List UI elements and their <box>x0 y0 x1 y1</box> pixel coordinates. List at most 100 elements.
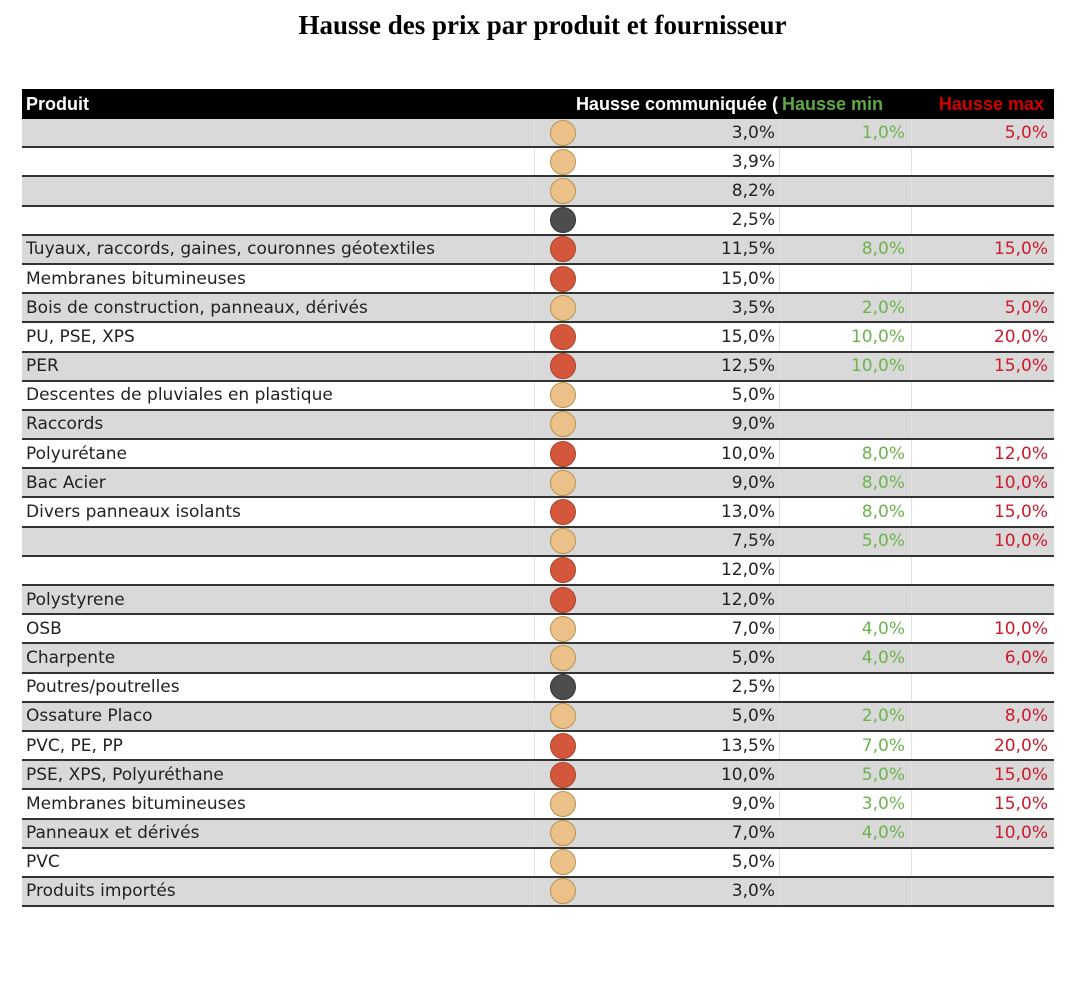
cell-hausse-communiquee[interactable]: 5,0% <box>600 381 780 409</box>
cell-hausse-communiquee[interactable]: 8,2% <box>600 177 780 205</box>
cell-hausse-communiquee[interactable]: 2,5% <box>600 673 780 701</box>
cell-hausse-min[interactable] <box>780 556 912 584</box>
cell-produit[interactable]: Polyurétane <box>26 443 127 464</box>
cell-produit[interactable]: Charpente <box>26 647 116 668</box>
cell-hausse-min[interactable]: 4,0% <box>780 819 912 847</box>
cell-hausse-max[interactable]: 15,0% <box>993 502 1048 523</box>
table-row[interactable]: Membranes bitumineuses 15,0% <box>22 264 1054 295</box>
cell-hausse-min[interactable] <box>780 264 912 293</box>
cell-hausse-min[interactable] <box>780 206 912 234</box>
table-row[interactable]: Divers panneaux isolants 13,0% 8,0% 15,0% <box>22 498 1054 528</box>
table-row[interactable]: Polystyrene 12,0% <box>22 586 1054 616</box>
cell-hausse-min[interactable]: 3,0% <box>780 790 912 818</box>
table-row[interactable]: 3,0% 1,0% 5,0% <box>22 119 1054 149</box>
table-row[interactable]: Ossature Placo 5,0% 2,0% 8,0% <box>22 702 1054 732</box>
table-row[interactable]: Membranes bitumineuses 9,0% 3,0% 15,0% <box>22 790 1054 820</box>
table-row[interactable]: Charpente 5,0% 4,0% 6,0% <box>22 644 1054 674</box>
cell-hausse-communiquee[interactable]: 3,9% <box>600 148 780 176</box>
table-row[interactable]: Descentes de pluviales en plastique 5,0% <box>22 381 1054 411</box>
cell-hausse-max[interactable] <box>912 674 1054 701</box>
cell-produit[interactable]: PVC, PE, PP <box>26 735 123 756</box>
cell-hausse-max[interactable]: 15,0% <box>993 356 1048 377</box>
cell-hausse-communiquee[interactable]: 11,5% <box>600 235 780 263</box>
cell-produit[interactable]: Divers panneaux isolants <box>26 502 241 523</box>
table-row[interactable]: 12,0% <box>22 556 1054 586</box>
cell-hausse-communiquee[interactable]: 10,0% <box>600 761 780 789</box>
cell-hausse-max[interactable]: 6,0% <box>1004 647 1048 668</box>
table-row[interactable]: Bois de construction, panneaux, dérivés 3… <box>22 294 1054 324</box>
cell-hausse-max[interactable] <box>912 849 1054 876</box>
cell-hausse-min[interactable] <box>780 410 912 439</box>
cell-hausse-min[interactable]: 10,0% <box>780 352 912 380</box>
cell-hausse-min[interactable]: 4,0% <box>780 615 912 643</box>
cell-hausse-min[interactable]: 5,0% <box>780 761 912 789</box>
table-row[interactable]: 3,9% <box>22 148 1054 178</box>
table-row[interactable]: PER 12,5% 10,0% 15,0% <box>22 352 1054 382</box>
cell-produit[interactable]: Membranes bitumineuses <box>26 268 246 289</box>
table-row[interactable]: 8,2% <box>22 177 1054 207</box>
cell-hausse-communiquee[interactable]: 13,0% <box>600 498 780 526</box>
cell-hausse-max[interactable]: 12,0% <box>993 443 1048 464</box>
cell-hausse-min[interactable]: 8,0% <box>780 235 912 263</box>
cell-hausse-max[interactable] <box>912 148 1054 175</box>
cell-produit[interactable]: PVC <box>26 852 60 873</box>
table-row[interactable]: OSB 7,0% 4,0% 10,0% <box>22 615 1054 645</box>
cell-hausse-max[interactable]: 10,0% <box>993 618 1048 639</box>
cell-hausse-min[interactable] <box>780 586 912 614</box>
cell-hausse-max[interactable]: 8,0% <box>1004 706 1048 727</box>
cell-hausse-communiquee[interactable]: 7,0% <box>600 615 780 643</box>
header-produit[interactable]: Produit <box>26 93 89 114</box>
cell-produit[interactable]: Bois de construction, panneaux, dérivés <box>26 297 368 318</box>
cell-hausse-communiquee[interactable]: 7,5% <box>600 527 780 555</box>
cell-hausse-communiquee[interactable]: 12,5% <box>600 352 780 380</box>
cell-produit[interactable]: Tuyaux, raccords, gaines, couronnes géot… <box>26 239 435 260</box>
cell-hausse-max[interactable] <box>912 586 1054 613</box>
cell-hausse-communiquee[interactable]: 12,0% <box>600 556 780 584</box>
cell-produit[interactable]: Polystyrene <box>26 589 125 610</box>
cell-hausse-max[interactable] <box>912 878 1054 905</box>
cell-hausse-max[interactable]: 20,0% <box>993 735 1048 756</box>
table-row[interactable]: Bac Acier 9,0% 8,0% 10,0% <box>22 469 1054 499</box>
cell-produit[interactable]: Raccords <box>26 414 104 435</box>
table-row[interactable]: PU, PSE, XPS 15,0% 10,0% 20,0% <box>22 323 1054 353</box>
cell-produit[interactable]: Ossature Placo <box>26 706 153 727</box>
cell-hausse-min[interactable] <box>780 848 912 876</box>
cell-hausse-communiquee[interactable]: 9,0% <box>600 410 780 439</box>
cell-hausse-min[interactable] <box>780 673 912 701</box>
cell-hausse-min[interactable]: 8,0% <box>780 469 912 497</box>
cell-hausse-min[interactable]: 8,0% <box>780 498 912 526</box>
table-row[interactable]: 2,5% <box>22 206 1054 236</box>
cell-hausse-min[interactable]: 10,0% <box>780 323 912 351</box>
cell-hausse-max[interactable]: 15,0% <box>993 239 1048 260</box>
cell-hausse-communiquee[interactable]: 2,5% <box>600 206 780 234</box>
cell-hausse-max[interactable]: 15,0% <box>993 793 1048 814</box>
cell-produit[interactable]: Descentes de pluviales en plastique <box>26 385 333 406</box>
cell-hausse-communiquee[interactable]: 3,5% <box>600 294 780 322</box>
cell-hausse-min[interactable]: 4,0% <box>780 644 912 672</box>
table-row[interactable]: PVC, PE, PP 13,5% 7,0% 20,0% <box>22 731 1054 762</box>
cell-hausse-communiquee[interactable]: 10,0% <box>600 440 780 468</box>
cell-hausse-max[interactable]: 10,0% <box>993 823 1048 844</box>
cell-hausse-min[interactable] <box>780 148 912 176</box>
cell-hausse-max[interactable] <box>912 557 1054 584</box>
cell-produit[interactable]: Panneaux et dérivés <box>26 823 200 844</box>
cell-hausse-communiquee[interactable]: 5,0% <box>600 848 780 876</box>
cell-produit[interactable]: Membranes bitumineuses <box>26 793 246 814</box>
cell-produit[interactable]: Poutres/poutrelles <box>26 677 180 698</box>
cell-hausse-max[interactable] <box>912 382 1054 409</box>
cell-hausse-min[interactable]: 2,0% <box>780 702 912 730</box>
table-row[interactable]: Produits importés 3,0% <box>22 877 1054 908</box>
cell-hausse-max[interactable]: 20,0% <box>993 326 1048 347</box>
cell-hausse-max[interactable]: 10,0% <box>993 531 1048 552</box>
table-row[interactable]: Tuyaux, raccords, gaines, couronnes géot… <box>22 235 1054 265</box>
cell-hausse-max[interactable]: 10,0% <box>993 472 1048 493</box>
cell-produit[interactable]: PSE, XPS, Polyuréthane <box>26 764 224 785</box>
cell-hausse-communiquee[interactable]: 5,0% <box>600 644 780 672</box>
table-row[interactable]: PVC 5,0% <box>22 848 1054 878</box>
cell-hausse-min[interactable]: 8,0% <box>780 440 912 468</box>
header-hausse-min[interactable]: Hausse min <box>782 93 884 114</box>
cell-hausse-min[interactable]: 7,0% <box>780 731 912 760</box>
cell-produit[interactable]: Produits importés <box>26 881 176 902</box>
header-hausse-communiquee[interactable]: Hausse communiquée ( <box>575 93 778 114</box>
cell-hausse-max[interactable]: 15,0% <box>993 764 1048 785</box>
